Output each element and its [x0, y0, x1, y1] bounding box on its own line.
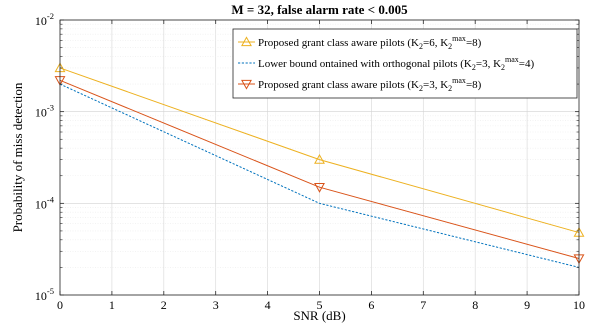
legend-label-part: =8) — [466, 79, 482, 91]
legend-label-part: 2 — [419, 42, 423, 51]
y-tick-base: 10 — [35, 106, 47, 120]
y-tick-base: 10 — [35, 14, 47, 28]
y-tick-label: 10-5 — [35, 286, 54, 303]
y-tick-exponent: -3 — [47, 103, 54, 113]
triangle-down-marker — [241, 79, 252, 90]
x-tick-label: 5 — [317, 298, 323, 312]
triangle-up-marker — [241, 36, 252, 47]
chart-title: M = 32, false alarm rate < 0.005 — [231, 2, 408, 17]
triangle-up-marker — [314, 153, 325, 164]
legend-label-part: Proposed grant class aware pilots (K — [258, 37, 419, 49]
legend-label-part: =3, K — [423, 79, 448, 91]
legend-label-part: 2 — [448, 84, 452, 93]
y-axis-label: Probability of miss detection — [10, 82, 25, 232]
legend-label-part: Proposed grant class aware pilots (K — [258, 79, 419, 91]
legend-box — [232, 28, 578, 99]
x-tick-label: 0 — [57, 298, 63, 312]
legend-label: Lower bound ontained with orthogonal pil… — [258, 55, 535, 72]
series-3-line — [59, 79, 580, 260]
legend-entry-2: Lower bound ontained with orthogonal pil… — [238, 55, 535, 72]
legend-label-part: 2 — [419, 84, 423, 93]
x-tick-label: 6 — [368, 298, 374, 312]
series-1-line — [59, 67, 580, 234]
legend-label-part: max — [452, 34, 466, 43]
x-tick-label: 2 — [161, 298, 167, 312]
legend-label: Proposed grant class aware pilots (K2=6,… — [258, 34, 482, 51]
triangle-down-marker — [314, 183, 325, 193]
x-tick-label: 1 — [109, 298, 115, 312]
x-axis-label: SNR (dB) — [293, 308, 345, 323]
legend-label: Proposed grant class aware pilots (K2=3,… — [258, 76, 482, 93]
legend-label-part: max — [505, 55, 519, 64]
y-tick-base: 10 — [35, 289, 47, 303]
x-tick-label: 10 — [573, 298, 585, 312]
legend-label-part: max — [452, 76, 466, 85]
y-tick-exponent: -5 — [47, 286, 54, 296]
legend: Proposed grant class aware pilots (K2=6,… — [232, 28, 578, 99]
legend-label-part: =6, K — [423, 37, 448, 49]
legend-label-part: =4) — [519, 58, 535, 70]
series-2 — [59, 83, 580, 268]
y-tick-label: 10-4 — [35, 194, 55, 211]
x-tick-label: 4 — [265, 298, 271, 312]
y-tick-label: 10-2 — [35, 11, 54, 28]
x-tick-label: 9 — [524, 298, 530, 312]
legend-label-part: Lower bound ontained with orthogonal pil… — [258, 58, 472, 70]
series-lines — [54, 62, 585, 268]
series-2-line — [59, 83, 580, 268]
legend-label-part: 2 — [501, 63, 505, 72]
legend-entry-3: Proposed grant class aware pilots (K2=3,… — [238, 76, 482, 93]
y-tick-base: 10 — [35, 197, 47, 211]
y-tick-exponent: -2 — [47, 11, 54, 21]
x-tick-label: 3 — [213, 298, 219, 312]
legend-label-part: 2 — [472, 63, 476, 72]
y-tick-label: 10-3 — [35, 103, 54, 120]
x-tick-label: 7 — [420, 298, 426, 312]
y-tick-exponent: -4 — [47, 194, 55, 204]
legend-label-part: =8) — [466, 37, 482, 49]
legend-label-part: 2 — [448, 42, 452, 51]
legend-label-part: =3, K — [476, 58, 501, 70]
x-tick-label: 8 — [472, 298, 478, 312]
legend-entry-1: Proposed grant class aware pilots (K2=6,… — [238, 34, 482, 51]
